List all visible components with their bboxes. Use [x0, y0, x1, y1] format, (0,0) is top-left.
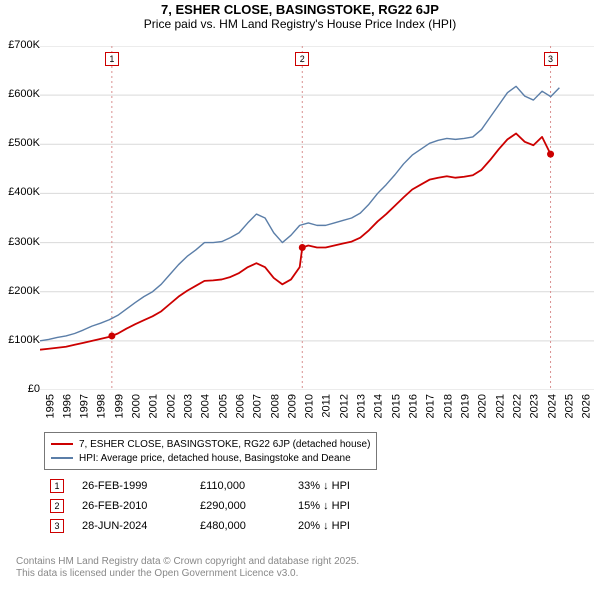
note-row: 3 28-JUN-2024 £480,000 20% ↓ HPI	[44, 516, 350, 536]
note-date: 26-FEB-1999	[82, 480, 182, 492]
event-marker: 2	[295, 52, 309, 66]
x-tick-label: 2016	[408, 394, 420, 418]
note-marker: 2	[50, 499, 64, 513]
x-tick-label: 2001	[148, 394, 160, 418]
legend-item: HPI: Average price, detached house, Basi…	[51, 451, 370, 465]
y-tick-label: £100K	[0, 334, 40, 346]
x-tick-label: 2008	[269, 394, 281, 418]
event-marker: 3	[544, 52, 558, 66]
note-marker: 3	[50, 519, 64, 533]
note-delta: 33% ↓ HPI	[298, 480, 350, 492]
event-marker: 1	[105, 52, 119, 66]
note-date: 26-FEB-2010	[82, 500, 182, 512]
legend-item: 7, ESHER CLOSE, BASINGSTOKE, RG22 6JP (d…	[51, 437, 370, 451]
note-delta: 15% ↓ HPI	[298, 500, 350, 512]
y-tick-label: £600K	[0, 88, 40, 100]
x-tick-label: 1997	[79, 394, 91, 418]
attribution: Contains HM Land Registry data © Crown c…	[10, 556, 359, 580]
x-tick-label: 2019	[460, 394, 472, 418]
legend-swatch	[51, 443, 73, 445]
note-row: 1 26-FEB-1999 £110,000 33% ↓ HPI	[44, 476, 350, 496]
x-tick-label: 2006	[234, 394, 246, 418]
chart-svg	[40, 46, 594, 390]
x-tick-label: 2024	[546, 394, 558, 418]
legend: 7, ESHER CLOSE, BASINGSTOKE, RG22 6JP (d…	[44, 432, 377, 470]
chart-root: { "title_line1": "7, ESHER CLOSE, BASING…	[0, 0, 600, 590]
x-tick-label: 2013	[356, 394, 368, 418]
x-tick-label: 2000	[131, 394, 143, 418]
x-tick-label: 2004	[200, 394, 212, 418]
x-tick-label: 2010	[304, 394, 316, 418]
plot-area: £0£100K£200K£300K£400K£500K£600K£700K 12…	[40, 46, 594, 390]
x-tick-label: 2022	[511, 394, 523, 418]
x-tick-label: 2012	[338, 394, 350, 418]
legend-swatch	[51, 457, 73, 459]
note-price: £110,000	[200, 480, 280, 492]
x-tick-label: 2005	[217, 394, 229, 418]
x-tick-label: 1999	[113, 394, 125, 418]
x-tick-label: 2026	[581, 394, 593, 418]
x-tick-label: 2003	[183, 394, 195, 418]
x-tick-label: 2014	[373, 394, 385, 418]
attribution-line2: This data is licensed under the Open Gov…	[16, 568, 359, 580]
x-tick-label: 2007	[252, 394, 264, 418]
y-tick-label: £500K	[0, 137, 40, 149]
x-tick-label: 2018	[442, 394, 454, 418]
x-tick-label: 1998	[96, 394, 108, 418]
chart-subtitle: Price paid vs. HM Land Registry's House …	[0, 17, 600, 31]
legend-label: 7, ESHER CLOSE, BASINGSTOKE, RG22 6JP (d…	[79, 439, 370, 450]
y-axis-labels: £0£100K£200K£300K£400K£500K£600K£700K	[0, 46, 40, 390]
x-tick-label: 2023	[529, 394, 541, 418]
y-tick-label: £400K	[0, 186, 40, 198]
x-tick-label: 2025	[563, 394, 575, 418]
y-tick-label: £300K	[0, 236, 40, 248]
chart-title: 7, ESHER CLOSE, BASINGSTOKE, RG22 6JP	[0, 0, 600, 17]
note-price: £290,000	[200, 500, 280, 512]
x-tick-label: 2017	[425, 394, 437, 418]
note-marker: 1	[50, 479, 64, 493]
note-price: £480,000	[200, 520, 280, 532]
y-tick-label: £700K	[0, 39, 40, 51]
x-tick-label: 1995	[44, 394, 56, 418]
y-tick-label: £200K	[0, 285, 40, 297]
note-delta: 20% ↓ HPI	[298, 520, 350, 532]
legend-label: HPI: Average price, detached house, Basi…	[79, 453, 351, 464]
x-tick-label: 2009	[286, 394, 298, 418]
sale-notes: 1 26-FEB-1999 £110,000 33% ↓ HPI 2 26-FEB-201…	[44, 476, 350, 536]
attribution-line1: Contains HM Land Registry data © Crown c…	[16, 556, 359, 568]
x-tick-label: 2015	[390, 394, 402, 418]
x-tick-label: 2021	[494, 394, 506, 418]
x-tick-label: 2002	[165, 394, 177, 418]
note-row: 2 26-FEB-2010 £290,000 15% ↓ HPI	[44, 496, 350, 516]
x-tick-label: 2011	[321, 394, 333, 418]
x-axis-labels: 1995 1996 1997 1998 1999 2000 2001 2002 2003 2004…	[40, 394, 594, 434]
x-tick-label: 2020	[477, 394, 489, 418]
note-date: 28-JUN-2024	[82, 520, 182, 532]
y-tick-label: £0	[0, 383, 40, 395]
x-tick-label: 1996	[61, 394, 73, 418]
